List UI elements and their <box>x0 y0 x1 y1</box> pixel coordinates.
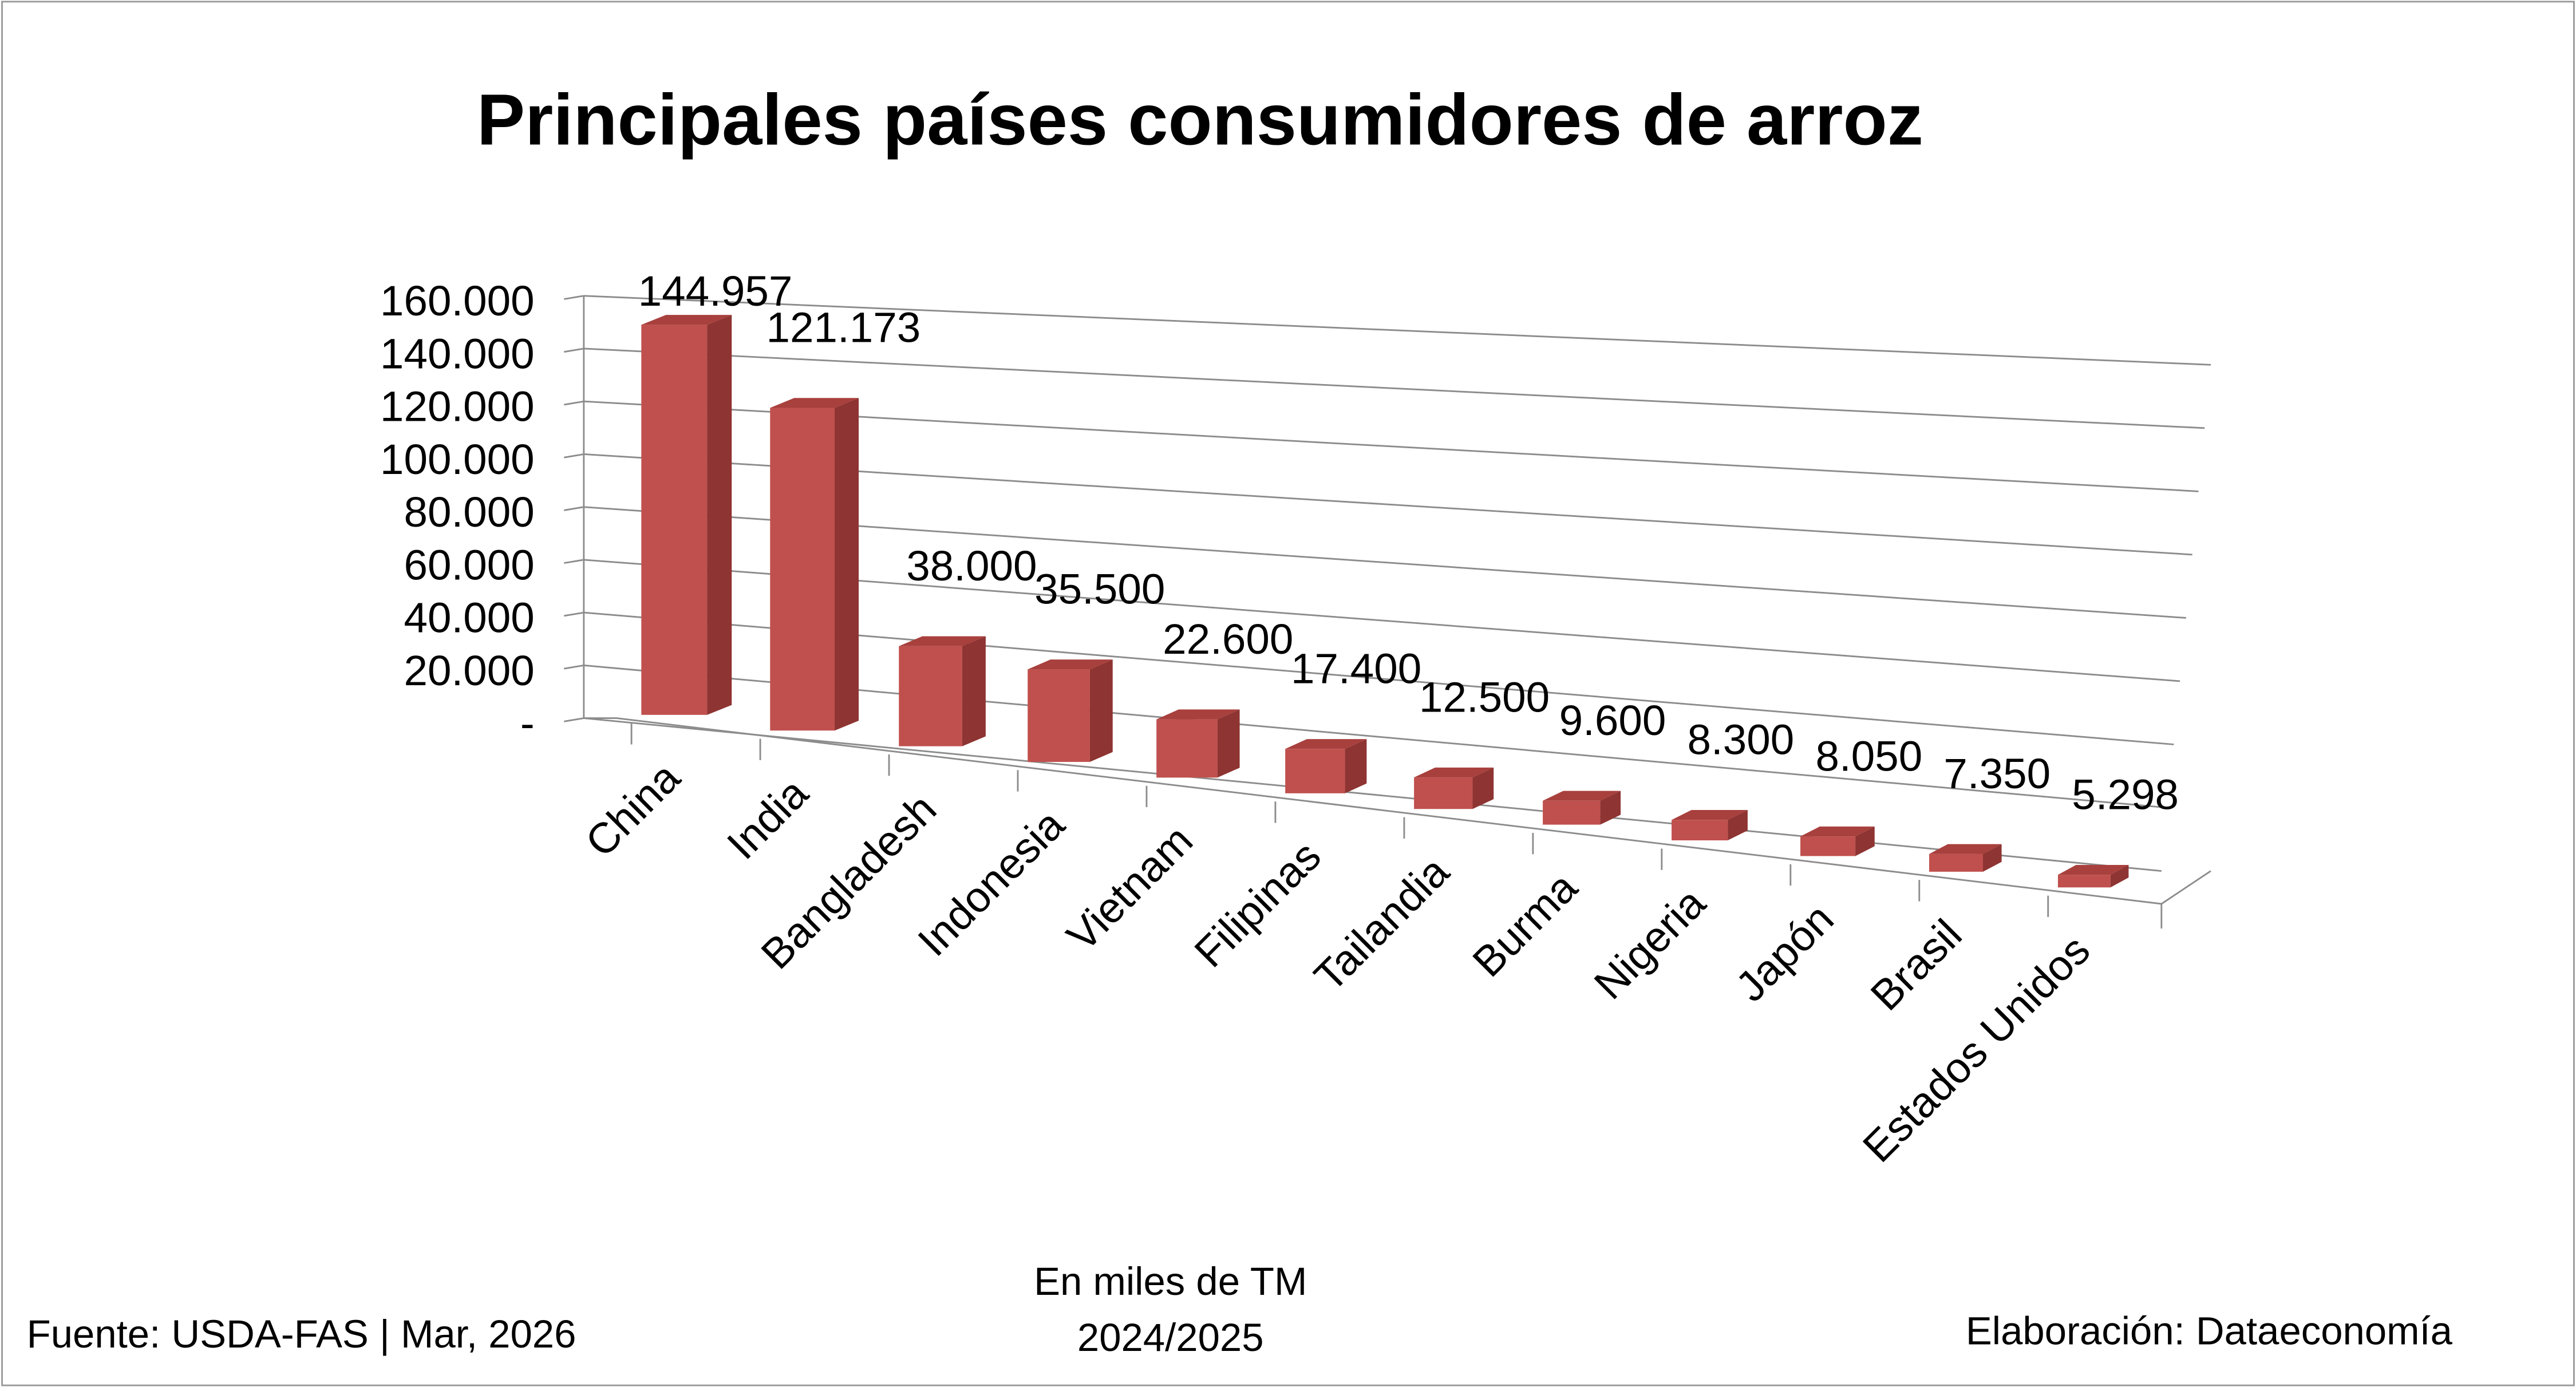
bar-side <box>962 636 986 746</box>
bar-side <box>1600 791 1621 825</box>
value-label: 121.173 <box>767 303 921 351</box>
bar-front <box>1543 800 1601 825</box>
bar-top <box>899 636 986 646</box>
y-tick-mark <box>564 506 584 511</box>
y-tick-label: 140.000 <box>380 329 535 377</box>
value-label: 7.350 <box>1943 749 2050 797</box>
bar-side <box>2110 864 2129 888</box>
value-label: 35.500 <box>1034 565 1165 613</box>
source-note: Fuente: USDA-FAS | Mar, 2026 <box>27 1312 576 1356</box>
bar-top <box>1929 844 2002 854</box>
y-tick-mark <box>564 347 584 353</box>
bar-side <box>1217 709 1240 778</box>
gridline <box>583 295 2211 366</box>
value-label: 38.000 <box>906 542 1037 590</box>
y-tick-mark <box>564 717 584 722</box>
y-tick-label: 60.000 <box>404 540 534 588</box>
bar-side <box>1472 767 1494 809</box>
bar-side <box>1089 659 1113 762</box>
credit-note: Elaboración: Dataeconomía <box>1966 1309 2453 1353</box>
bar-side <box>1982 844 2002 872</box>
value-label: 5.298 <box>2072 770 2179 818</box>
bar-front <box>1672 820 1728 841</box>
y-tick-label: 120.000 <box>380 382 535 430</box>
bar-top <box>1800 826 1875 837</box>
chart-title: Principales países consumidores de arroz <box>477 80 1923 160</box>
value-label: 8.300 <box>1688 715 1795 763</box>
y-tick-label: 40.000 <box>404 594 534 642</box>
gridline <box>583 717 2162 872</box>
bar-top <box>641 315 732 325</box>
bar-front <box>2057 875 2111 888</box>
bar-top <box>1285 739 1367 749</box>
bar-top <box>1672 810 1748 820</box>
y-tick-label: - <box>520 699 535 747</box>
bar-side <box>835 398 859 731</box>
bar-top <box>1414 767 1494 778</box>
bar-front <box>1929 853 1983 872</box>
y-tick-label: 100.000 <box>380 435 535 483</box>
y-tick-mark <box>564 453 584 459</box>
bar-side <box>1345 739 1367 793</box>
bar-front <box>1414 777 1473 809</box>
bar-front <box>770 408 835 731</box>
bars <box>641 315 2129 888</box>
y-tick-mark <box>564 400 584 406</box>
bar-top <box>1156 709 1240 720</box>
floor-edge <box>583 717 2211 905</box>
bar-top <box>2057 864 2129 875</box>
value-label: 8.050 <box>1815 732 1922 780</box>
bar-front <box>1285 749 1345 793</box>
value-label: 144.957 <box>638 267 793 315</box>
period-note: 2024/2025 <box>1077 1315 1264 1360</box>
y-tick-mark <box>564 664 584 670</box>
value-label: 17.400 <box>1291 644 1421 692</box>
value-label: 22.600 <box>1163 615 1293 663</box>
bar-front <box>641 325 708 715</box>
bar-front <box>1800 836 1856 856</box>
y-tick-label: 160.000 <box>380 276 535 325</box>
bar-front <box>899 646 962 746</box>
y-tick-mark <box>564 295 584 300</box>
bar-top <box>770 398 859 408</box>
bar-top <box>1028 659 1113 670</box>
value-label: 12.500 <box>1419 673 1550 721</box>
value-label: 9.600 <box>1559 696 1666 744</box>
bar-side <box>1855 826 1875 856</box>
y-tick-mark <box>564 611 584 617</box>
gridline <box>583 347 2205 429</box>
bar-front <box>1028 669 1090 762</box>
y-tick-label: 80.000 <box>404 488 534 536</box>
bar-top <box>1543 791 1621 801</box>
bar-front <box>1156 719 1218 778</box>
bar-side <box>1728 810 1748 841</box>
units-note: En miles de TM <box>1034 1259 1307 1303</box>
y-tick-label: 20.000 <box>404 646 534 694</box>
bar-side <box>707 315 732 715</box>
y-tick-mark <box>564 559 584 564</box>
